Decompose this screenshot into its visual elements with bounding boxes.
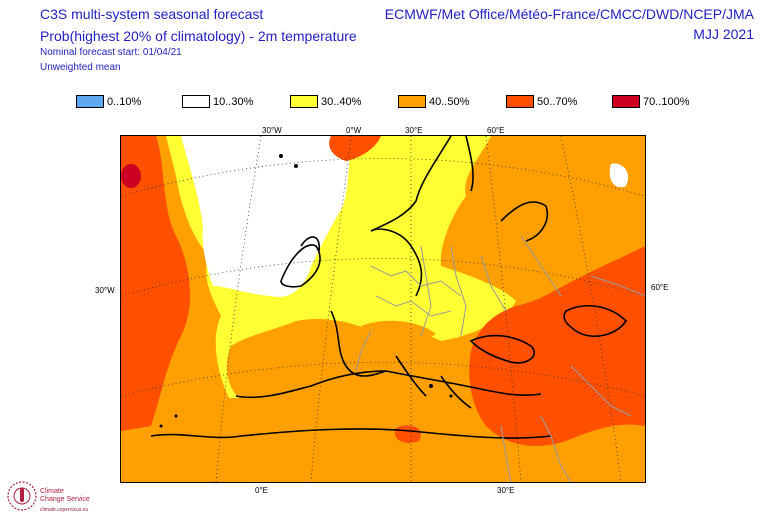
- legend-swatch: [506, 95, 534, 108]
- lon-label-top: 30°W: [262, 126, 282, 135]
- centres-list: ECMWF/Met Office/Météo-France/CMCC/DWD/N…: [384, 6, 754, 22]
- legend-swatch: [76, 95, 104, 108]
- zone-10-30-ne: [609, 163, 629, 188]
- graticule: [121, 136, 645, 482]
- legend-swatch: [612, 95, 640, 108]
- legend-item: 30..40%: [290, 95, 361, 108]
- lat-label-left: 30°W: [95, 286, 115, 295]
- coastlines: [150, 136, 628, 439]
- legend-swatch: [398, 95, 426, 108]
- forecast-map: [120, 135, 646, 483]
- probability-field: [121, 136, 645, 482]
- legend-label: 50..70%: [537, 95, 578, 108]
- legend-label: 40..50%: [429, 95, 470, 108]
- zone-40-50-patch: [361, 320, 436, 343]
- legend: 0..10% 10..30% 30..40% 40..50% 50..70% 7…: [0, 95, 760, 111]
- copernicus-logo-icon: [7, 481, 37, 511]
- forecast-start: Nominal forecast start: 01/04/21: [40, 47, 182, 58]
- logo-line3: climate.copernicus.eu: [40, 507, 89, 513]
- borders: [355, 235, 645, 482]
- lat-label-right: 60°E: [651, 283, 669, 292]
- logo-line2: Change Service: [40, 496, 90, 503]
- legend-item: 40..50%: [398, 95, 469, 108]
- zone-50-70-atlantic: [121, 136, 191, 431]
- legend-label: 0..10%: [107, 95, 142, 108]
- subtitle: Prob(highest 20% of climatology) - 2m te…: [40, 28, 357, 44]
- legend-swatch: [290, 95, 318, 108]
- legend-item: 10..30%: [182, 95, 253, 108]
- forecast-period: MJJ 2021: [693, 26, 754, 42]
- legend-item: 0..10%: [76, 95, 141, 108]
- lon-label-bottom: 0°E: [255, 486, 268, 495]
- legend-item: 50..70%: [506, 95, 577, 108]
- legend-label: 70..100%: [643, 95, 690, 108]
- zone-50-70-north: [329, 136, 381, 161]
- legend-label: 30..40%: [321, 95, 362, 108]
- lon-label-bottom: 30°E: [497, 486, 515, 495]
- legend-label: 10..30%: [213, 95, 254, 108]
- lon-label-top: 0°W: [346, 126, 362, 135]
- zone-70-100: [121, 164, 141, 188]
- legend-item: 70..100%: [612, 95, 689, 108]
- islands: [159, 154, 453, 428]
- legend-swatch: [182, 95, 210, 108]
- lon-label-top: 30°E: [405, 126, 423, 135]
- logo-line1: Climate: [40, 488, 64, 495]
- title: C3S multi-system seasonal forecast: [40, 6, 264, 22]
- lon-label-top: 60°E: [487, 126, 505, 135]
- method-note: Unweighted mean: [40, 62, 121, 73]
- zone-10-30: [181, 136, 356, 297]
